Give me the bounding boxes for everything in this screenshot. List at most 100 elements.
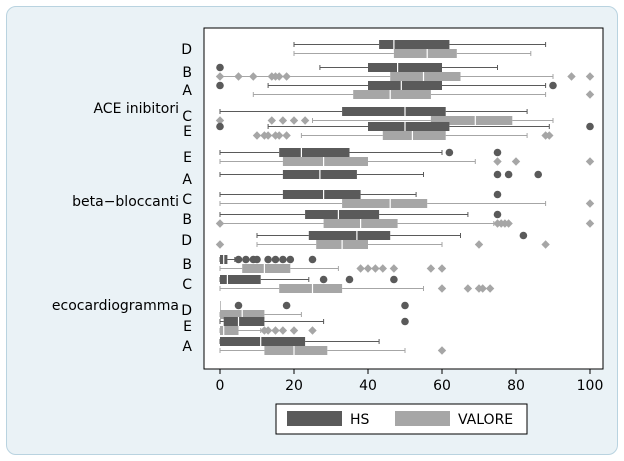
outlier-point xyxy=(215,219,225,228)
outlier-point xyxy=(390,275,398,284)
category-label: B xyxy=(182,212,192,228)
box-valore xyxy=(215,72,595,81)
outlier-point xyxy=(437,284,447,293)
category-label: B xyxy=(182,257,192,273)
box-iqr xyxy=(220,275,261,284)
outlier-point xyxy=(545,131,554,140)
box-iqr xyxy=(308,231,391,240)
outlier-point xyxy=(504,219,513,228)
outlier-point xyxy=(567,72,576,81)
outlier-point xyxy=(249,72,258,81)
outlier-point xyxy=(585,72,595,81)
outlier-point xyxy=(215,116,225,125)
box-iqr xyxy=(342,107,446,116)
outlier-point xyxy=(493,157,502,166)
category-0-2: A xyxy=(182,81,595,99)
outlier-point xyxy=(263,131,273,140)
category-label: B xyxy=(182,65,192,81)
x-tick-label: 0 xyxy=(216,378,225,394)
legend-label: VALORE xyxy=(458,412,513,428)
category-2-1: C xyxy=(182,275,495,293)
category-label: D xyxy=(181,42,192,58)
outlier-point xyxy=(286,255,295,264)
outlier-point xyxy=(504,170,513,179)
category-label: C xyxy=(182,109,192,125)
category-label: A xyxy=(182,339,192,355)
x-tick-label: 40 xyxy=(359,378,377,394)
outlier-point xyxy=(485,284,495,293)
outlier-point xyxy=(234,301,243,310)
outlier-point xyxy=(275,131,284,140)
box-hs xyxy=(219,275,398,284)
box-iqr xyxy=(220,326,239,335)
legend-swatch xyxy=(287,411,342,426)
box-hs xyxy=(216,63,498,72)
box-valore xyxy=(219,199,595,208)
group-label: ACE inibitori xyxy=(93,101,179,117)
outlier-point xyxy=(541,240,550,249)
box-iqr xyxy=(279,148,350,157)
category-label: A xyxy=(182,83,192,99)
legend: HS VALORE xyxy=(275,403,528,435)
outlier-point xyxy=(437,346,447,355)
box-iqr xyxy=(368,63,442,72)
box-iqr xyxy=(390,72,461,81)
box-valore xyxy=(293,49,532,58)
box-valore xyxy=(215,219,595,228)
outlier-point xyxy=(267,116,276,125)
outlier-point xyxy=(437,264,447,273)
category-label: C xyxy=(182,277,192,293)
outlier-point xyxy=(401,317,409,326)
outlier-point xyxy=(493,148,502,157)
box-hs xyxy=(216,122,594,131)
category-2-3: E xyxy=(183,317,409,335)
box-hs xyxy=(219,255,317,264)
box-hs xyxy=(219,337,380,346)
outlier-point xyxy=(308,326,317,335)
x-tick-label: 60 xyxy=(433,378,451,394)
outlier-point xyxy=(474,240,484,249)
outlier-point xyxy=(549,81,557,90)
outlier-point xyxy=(271,255,280,264)
box-hs xyxy=(256,231,528,240)
outlier-point xyxy=(401,301,409,310)
outlier-point xyxy=(289,326,299,335)
outlier-point xyxy=(445,148,454,157)
category-2-4: A xyxy=(182,337,447,355)
outlier-point xyxy=(216,122,224,131)
outlier-point xyxy=(585,157,595,166)
box-valore xyxy=(215,240,550,249)
box-valore xyxy=(219,157,595,166)
legend-entry: HS xyxy=(287,411,370,428)
outlier-point xyxy=(319,275,328,284)
outlier-point xyxy=(308,255,317,264)
category-1-2: C xyxy=(182,190,595,208)
outlier-point xyxy=(282,131,291,140)
outlier-point xyxy=(300,116,310,125)
category-1-0: E xyxy=(183,148,595,166)
box-iqr xyxy=(379,40,450,49)
box-valore xyxy=(252,131,554,140)
box-iqr xyxy=(282,157,368,166)
legend-label: HS xyxy=(350,412,370,428)
outlier-point xyxy=(289,116,299,125)
category-label: D xyxy=(181,233,192,249)
box-hs xyxy=(293,40,547,49)
box-iqr xyxy=(305,210,380,219)
box-iqr xyxy=(353,90,431,99)
category-label: D xyxy=(181,303,192,319)
outlier-point xyxy=(519,231,528,240)
legend-entry: VALORE xyxy=(395,411,513,428)
box-hs xyxy=(219,107,528,116)
category-0-3: C xyxy=(182,107,554,125)
box-hs xyxy=(219,317,409,326)
box-valore xyxy=(219,346,447,355)
outlier-point xyxy=(585,219,595,228)
outlier-point xyxy=(252,131,262,140)
box-valore xyxy=(252,90,595,99)
outlier-point xyxy=(253,255,261,264)
outlier-point xyxy=(345,275,354,284)
outlier-point xyxy=(585,199,595,208)
outlier-point xyxy=(264,255,272,264)
x-tick-label: 20 xyxy=(285,378,303,394)
